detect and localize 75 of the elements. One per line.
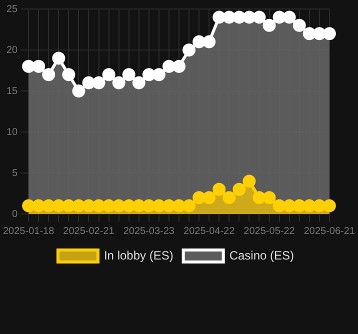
point <box>282 199 296 212</box>
point <box>72 84 86 98</box>
point <box>302 199 316 212</box>
point <box>152 68 166 82</box>
point <box>222 10 236 24</box>
point <box>102 199 116 212</box>
point <box>242 174 256 188</box>
x-tick-label: 2025-04-22 <box>184 226 236 237</box>
point <box>52 52 66 65</box>
point <box>312 27 326 40</box>
point <box>202 35 216 48</box>
x-tick-label: 2025-01-18 <box>3 226 55 237</box>
y-tick-label: 5 <box>12 168 18 179</box>
point <box>212 182 226 196</box>
point <box>262 191 276 204</box>
point <box>182 199 196 212</box>
point <box>202 191 216 204</box>
y-tick-label: 0 <box>12 208 18 220</box>
point <box>32 60 46 73</box>
point <box>172 60 186 73</box>
point <box>42 68 56 82</box>
point <box>232 182 246 196</box>
point <box>72 199 86 212</box>
point <box>322 199 336 212</box>
point <box>132 76 146 90</box>
point <box>32 199 46 212</box>
point <box>112 199 126 212</box>
point <box>162 199 176 212</box>
point <box>122 199 136 212</box>
x-tick-label: 2025-05-22 <box>244 226 296 237</box>
point <box>42 199 56 212</box>
point <box>62 68 76 82</box>
point <box>272 199 286 212</box>
point <box>192 191 206 204</box>
point <box>222 191 236 204</box>
point <box>112 76 126 90</box>
point <box>162 60 176 73</box>
point <box>212 10 226 24</box>
point <box>22 60 36 73</box>
point <box>322 27 336 40</box>
point <box>252 191 266 204</box>
y-tick-label: 10 <box>6 126 18 138</box>
point <box>302 27 316 40</box>
point <box>102 68 116 82</box>
point <box>232 10 246 24</box>
y-tick-label: 25 <box>6 4 18 15</box>
point <box>172 199 186 212</box>
legend-label: Casino (ES) <box>229 248 294 262</box>
x-tick-label: 2025-03-23 <box>123 226 175 237</box>
legend-label: In lobby (ES) <box>104 248 174 262</box>
point <box>242 10 256 24</box>
point <box>62 199 76 212</box>
point <box>292 18 306 32</box>
point <box>52 199 66 212</box>
point <box>82 76 96 90</box>
point <box>312 199 326 212</box>
point <box>272 10 286 24</box>
point <box>82 199 96 212</box>
point <box>282 10 296 24</box>
point <box>142 68 156 82</box>
point <box>292 199 306 212</box>
point <box>192 35 206 48</box>
point <box>132 199 146 212</box>
point <box>152 199 166 212</box>
point <box>122 68 136 82</box>
point <box>92 76 106 90</box>
point <box>182 44 196 56</box>
point <box>262 18 276 32</box>
point <box>252 10 266 24</box>
point <box>142 199 156 212</box>
y-tick-label: 15 <box>6 86 18 97</box>
x-tick-label: 2025-02-21 <box>63 226 115 237</box>
y-tick-label: 20 <box>6 44 18 56</box>
x-tick-label: 2025-06-21 <box>304 226 356 237</box>
point <box>92 199 106 212</box>
